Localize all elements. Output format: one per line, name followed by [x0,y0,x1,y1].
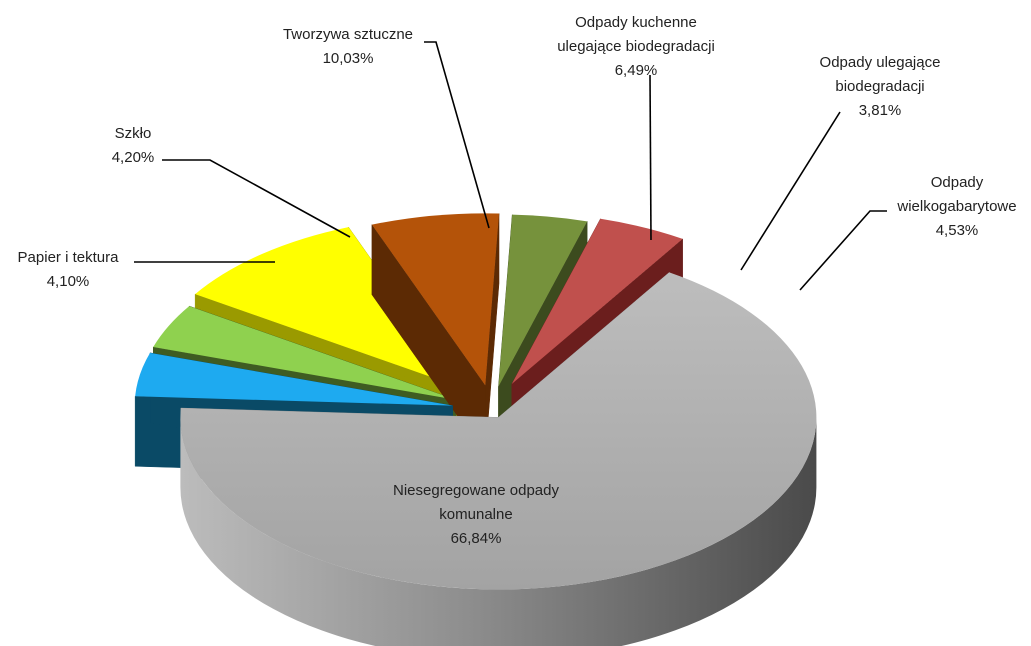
slice-top-biodegradowalne [498,214,588,387]
slice-name-wielkogabarytowe: wielkogabarytowe [896,198,1016,215]
leader-line-tworzywa [424,41,490,229]
leader-lines [134,41,887,291]
slice-value-biodegradowalne: 3,81% [859,102,902,119]
leader-line-szklo [162,159,351,238]
slice-name-niesegregowane: Niesegregowane odpady [393,482,559,499]
pie-slices [134,213,817,646]
slice-label-niesegregowane: Niesegregowane odpady komunalne 66,84% [393,482,559,547]
slice-name-biodegradowalne: Odpady ulegające [820,54,941,71]
slice-label-wielkogabarytowe: Odpady wielkogabarytowe 4,53% [896,174,1016,239]
slice-label-tworzywa: Tworzywa sztuczne 10,03% [283,26,413,67]
slice-side-niesegregowane-0 [180,417,817,646]
slice-label-kuchenne: Odpady kuchenne ulegające biodegradacji 6,… [557,14,715,79]
slice-name-tworzywa: Tworzywa sztuczne [283,26,413,43]
slice-value-tworzywa: 10,03% [323,50,374,67]
slice-name-papier: Papier i tektura [18,249,120,266]
slice-top-kuchenne [371,213,500,386]
slice-name-kuchenne: ulegające biodegradacji [557,38,715,55]
slice-name-biodegradowalne: biodegradacji [835,78,924,95]
slice-kuchenne [371,213,500,457]
slice-value-wielkogabarytowe: 4,53% [936,222,979,239]
slice-name-niesegregowane: komunalne [439,506,512,523]
slice-name-kuchenne: Odpady kuchenne [575,14,697,31]
slice-top-tworzywa [195,227,462,388]
slice-top-papier [135,352,453,406]
leader-line-biodegradowalne [740,111,841,271]
slice-value-kuchenne: 6,49% [615,62,658,79]
slice-name-szklo: Szkło [115,125,152,142]
leader-line-kuchenne [649,74,652,241]
leader-line-wielkogabarytowe [799,210,887,291]
slice-label-papier: Papier i tektura 4,10% [18,249,120,290]
slice-value-niesegregowane: 66,84% [451,530,502,547]
slice-name-wielkogabarytowe: Odpady [931,174,984,191]
slice-value-szklo: 4,20% [112,149,155,166]
slice-top-szklo [153,306,456,400]
slice-value-papier: 4,10% [47,273,90,290]
slice-label-szklo: Szkło 4,20% [112,125,155,166]
slice-labels: Niesegregowane odpady komunalne 66,84% Papi… [18,14,1017,547]
slice-niesegregowane [180,271,817,646]
slice-top-niesegregowane [180,272,817,590]
slice-label-biodegradowalne: Odpady ulegające biodegradacji 3,81% [820,54,941,119]
slice-top-wielkogabarytowe [511,218,683,384]
